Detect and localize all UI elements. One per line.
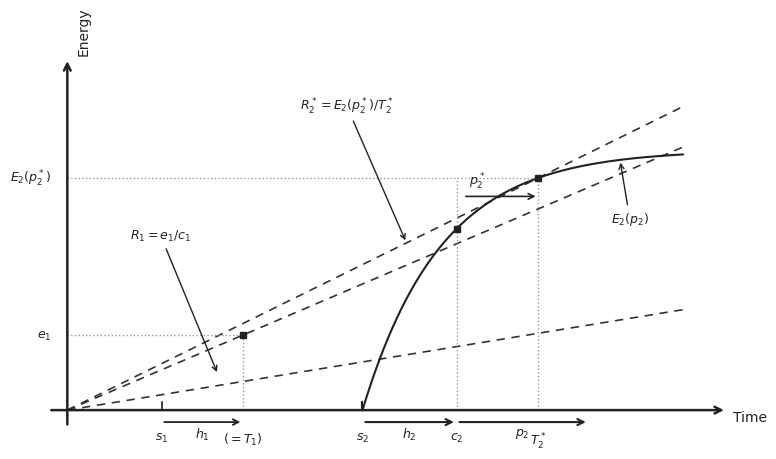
Text: $E_2(p^*_2)$: $E_2(p^*_2)$ <box>10 168 52 189</box>
Text: $R_1 = e_1/c_1$: $R_1 = e_1/c_1$ <box>130 229 217 371</box>
Text: $s_1$: $s_1$ <box>155 431 168 444</box>
Text: $R^*_2 = E_2(p^*_2)/T^*_2$: $R^*_2 = E_2(p^*_2)/T^*_2$ <box>300 96 405 240</box>
Text: $E_2(p_2)$: $E_2(p_2)$ <box>611 165 649 228</box>
Text: $e_1$: $e_1$ <box>37 329 52 342</box>
Text: $s_2$: $s_2$ <box>356 431 369 444</box>
Text: $h_1$: $h_1$ <box>195 426 210 442</box>
Text: $p^*_2$: $p^*_2$ <box>469 172 486 192</box>
Text: $(= T_1)$: $(= T_1)$ <box>223 431 263 447</box>
Text: $T^*_2$: $T^*_2$ <box>530 431 546 451</box>
Text: $h_2$: $h_2$ <box>402 426 417 442</box>
Text: $c_2$: $c_2$ <box>450 431 463 444</box>
Text: Time: Time <box>733 410 767 424</box>
Text: Energy: Energy <box>77 7 91 56</box>
Text: $p_2$: $p_2$ <box>515 426 530 440</box>
